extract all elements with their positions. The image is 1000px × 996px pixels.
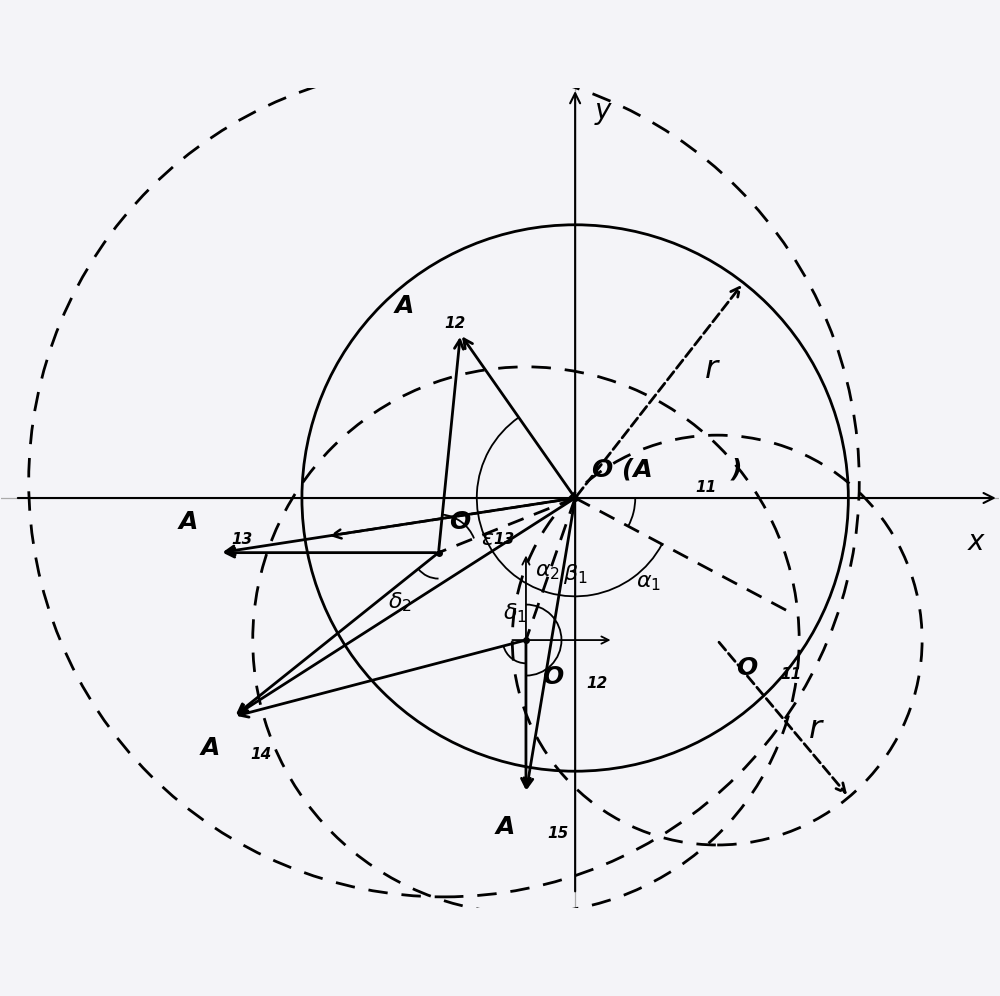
Text: $\varepsilon$: $\varepsilon$ bbox=[481, 529, 494, 549]
Text: $x$: $x$ bbox=[967, 528, 986, 556]
Text: 15: 15 bbox=[548, 826, 569, 841]
Text: 13: 13 bbox=[493, 532, 514, 547]
Text: A: A bbox=[395, 294, 414, 318]
Text: $r$: $r$ bbox=[808, 714, 824, 745]
Text: A: A bbox=[496, 815, 515, 839]
Text: $r$: $r$ bbox=[704, 355, 721, 385]
Text: 14: 14 bbox=[250, 747, 271, 762]
Text: $\delta_1$: $\delta_1$ bbox=[503, 601, 527, 624]
Text: $\delta_2$: $\delta_2$ bbox=[388, 590, 412, 614]
Text: 12: 12 bbox=[586, 675, 607, 690]
Text: O (A: O (A bbox=[592, 457, 652, 482]
Text: $\alpha_2$: $\alpha_2$ bbox=[535, 562, 560, 582]
Text: O: O bbox=[449, 510, 471, 534]
Text: $\beta_1$: $\beta_1$ bbox=[563, 563, 587, 587]
Text: 11: 11 bbox=[780, 667, 801, 682]
Text: A: A bbox=[179, 510, 198, 534]
Text: $y$: $y$ bbox=[594, 100, 614, 127]
Text: 12: 12 bbox=[444, 317, 465, 332]
Text: A: A bbox=[201, 736, 220, 760]
Text: O: O bbox=[542, 664, 564, 688]
Text: ): ) bbox=[731, 457, 742, 482]
Text: 11: 11 bbox=[695, 480, 717, 495]
Text: 13: 13 bbox=[231, 532, 252, 547]
Text: O: O bbox=[736, 656, 758, 680]
Text: $\alpha_1$: $\alpha_1$ bbox=[636, 573, 661, 593]
